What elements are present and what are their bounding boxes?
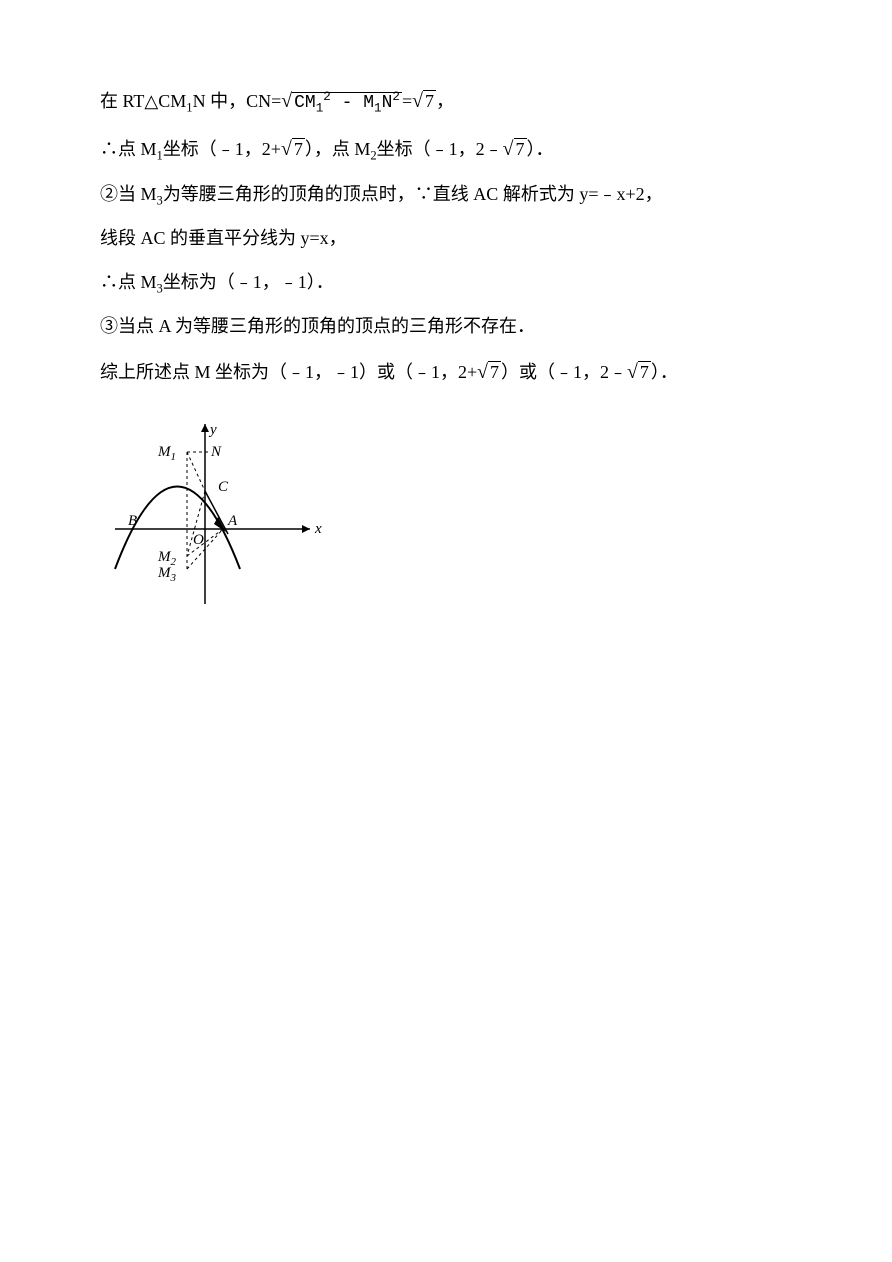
document-content: 在 RT△CM1N 中，CN=√CM12 - M1N2=√7， ∴点 M1坐标（… (100, 80, 792, 614)
svg-text:y: y (208, 422, 217, 438)
text: 综上所述点 M 坐标为（﹣1，﹣1）或（﹣1，2+ (100, 362, 477, 382)
sqrt-symbol: √ (477, 361, 488, 383)
sqrt-value: 7 (488, 361, 501, 382)
text: CM (294, 93, 316, 113)
line-3: ②当 M3为等腰三角形的顶角的顶点时，∵直线 AC 解析式为 y=﹣x+2， (100, 175, 792, 215)
text: 在 RT△CM (100, 91, 186, 111)
text: ∴点 M (100, 272, 157, 292)
line-6: ③当点 A 为等腰三角形的顶角的顶点的三角形不存在． (100, 307, 792, 347)
subscript: 1 (374, 102, 382, 116)
text: ），点 M (305, 139, 371, 159)
svg-text:M1: M1 (157, 444, 176, 463)
line-5: ∴点 M3坐标为（﹣1，﹣1）． (100, 263, 792, 303)
svg-text:N: N (210, 444, 222, 460)
sqrt-symbol: √ (412, 90, 423, 112)
text: 为等腰三角形的顶角的顶点时，∵直线 AC 解析式为 y=﹣x+2， (163, 184, 663, 204)
line-7: 综上所述点 M 坐标为（﹣1，﹣1）或（﹣1，2+√7）或（﹣1，2﹣√7）． (100, 351, 792, 395)
diagram-container: y x M1 N C B O A M2 M3 (110, 414, 792, 614)
svg-text:B: B (128, 513, 137, 529)
sqrt-value: 7 (423, 90, 436, 111)
text: ， (436, 91, 454, 111)
sqrt-symbol: √ (281, 138, 292, 160)
sqrt-value: 7 (638, 361, 651, 382)
superscript: 2 (323, 90, 331, 104)
svg-text:C: C (218, 479, 229, 495)
svg-text:x: x (314, 521, 322, 537)
sqrt-value: 7 (514, 138, 527, 159)
text: ）． (527, 139, 554, 159)
sqrt-value: 7 (292, 138, 305, 159)
sqrt-symbol: √ (627, 361, 638, 383)
sqrt-expr: CM12 - M1N2 (292, 92, 402, 113)
text: 坐标（﹣1，2+ (163, 139, 281, 159)
line-1: 在 RT△CM1N 中，CN=√CM12 - M1N2=√7， (100, 80, 792, 124)
svg-text:O: O (193, 532, 204, 548)
sqrt-symbol: √ (503, 138, 514, 160)
sqrt-symbol: √ (281, 90, 292, 112)
text: 坐标（﹣1，2﹣ (377, 139, 503, 159)
text: ②当 M (100, 184, 157, 204)
line-2: ∴点 M1坐标（﹣1，2+√7），点 M2坐标（﹣1，2﹣√7）． (100, 128, 792, 172)
text: ）． (651, 362, 678, 382)
line-4: 线段 AC 的垂直平分线为 y=x， (100, 219, 792, 259)
text: 坐标为（﹣1，﹣1）． (163, 272, 334, 292)
svg-text:A: A (227, 513, 238, 529)
text: ）或（﹣1，2﹣ (501, 362, 627, 382)
text: = (402, 91, 412, 111)
parabola-diagram: y x M1 N C B O A M2 M3 (110, 414, 330, 614)
text: N 中，CN= (193, 91, 282, 111)
text: - M (331, 93, 374, 113)
text: N (382, 93, 393, 113)
text: ∴点 M (100, 139, 157, 159)
superscript: 2 (392, 90, 400, 104)
